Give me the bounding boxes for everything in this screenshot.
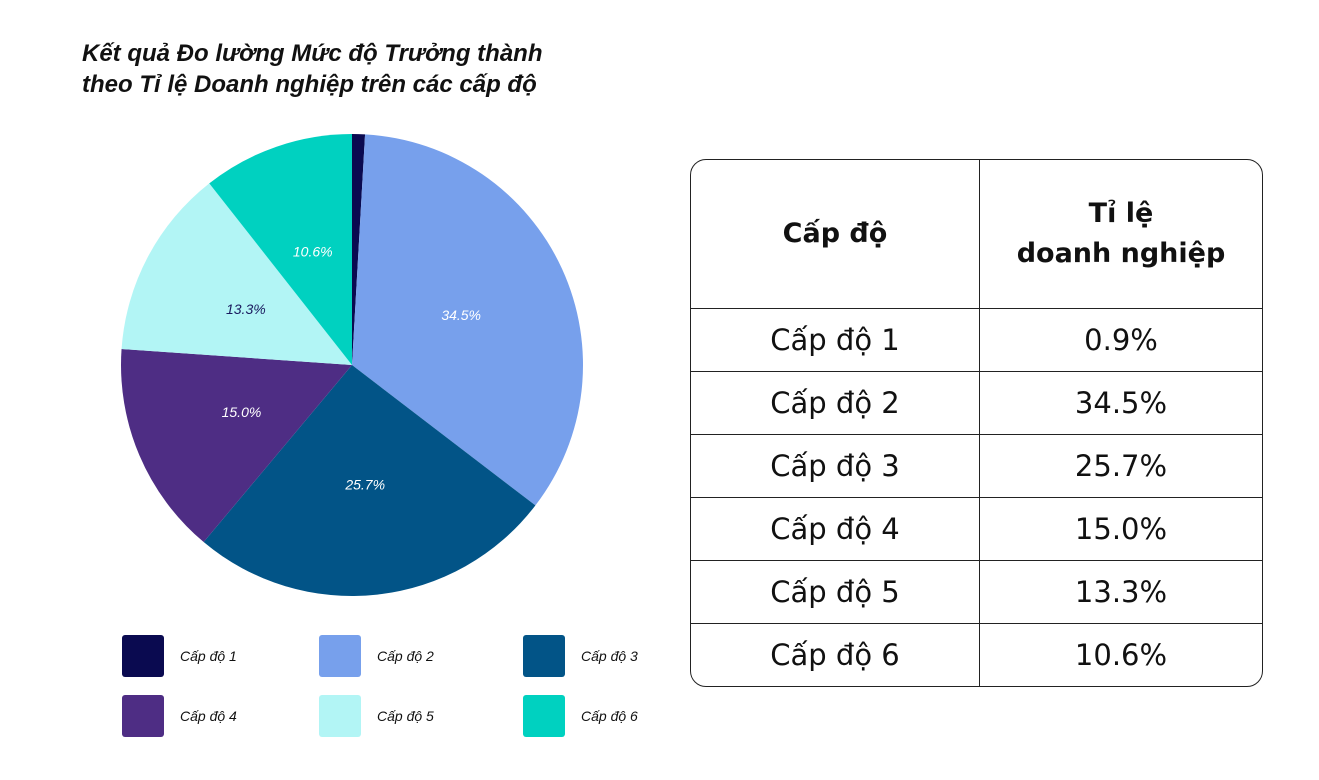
cell-ratio: 25.7% bbox=[980, 435, 1262, 498]
legend-swatch bbox=[319, 635, 361, 677]
legend-item-1: Cấp độ 1 bbox=[122, 635, 237, 677]
legend-item-6: Cấp độ 6 bbox=[523, 695, 638, 737]
pie-slice-4 bbox=[121, 349, 352, 543]
table-row: Cấp độ 4 15.0% bbox=[691, 498, 1262, 561]
table-header-row: Cấp độ Tỉ lệ doanh nghiệp bbox=[691, 160, 1262, 309]
cell-level: Cấp độ 1 bbox=[691, 309, 980, 372]
legend-label: Cấp độ 3 bbox=[581, 648, 638, 664]
data-label-5: 13.3% bbox=[226, 301, 266, 317]
legend-label: Cấp độ 1 bbox=[180, 648, 237, 664]
legend-swatch bbox=[523, 695, 565, 737]
pie-slice-6 bbox=[209, 134, 352, 365]
table-row: Cấp độ 2 34.5% bbox=[691, 372, 1262, 435]
cell-level: Cấp độ 3 bbox=[691, 435, 980, 498]
pie-slice-2 bbox=[352, 134, 584, 506]
title-line-2: theo Tỉ lệ Doanh nghiệp trên các cấp độ bbox=[82, 71, 537, 98]
legend-swatch bbox=[523, 635, 565, 677]
cell-level: Cấp độ 2 bbox=[691, 372, 980, 435]
cell-level: Cấp độ 5 bbox=[691, 561, 980, 624]
table-row: Cấp độ 3 25.7% bbox=[691, 435, 1262, 498]
pie-chart: 34.5% 25.7% 15.0% 13.3% 10.6% bbox=[121, 134, 584, 596]
header-ratio: Tỉ lệ doanh nghiệp bbox=[980, 160, 1262, 309]
data-label-3: 25.7% bbox=[344, 476, 385, 492]
legend-item-3: Cấp độ 3 bbox=[523, 635, 638, 677]
legend-item-5: Cấp độ 5 bbox=[319, 695, 434, 737]
legend-swatch bbox=[122, 695, 164, 737]
cell-ratio: 10.6% bbox=[1074, 638, 1168, 672]
legend-label: Cấp độ 2 bbox=[377, 648, 434, 664]
header-ratio-line2: doanh nghiệp bbox=[1016, 238, 1226, 269]
cell-ratio: 0.9% bbox=[980, 309, 1262, 372]
legend-item-2: Cấp độ 2 bbox=[319, 635, 434, 677]
cell-ratio: 13.3% bbox=[980, 561, 1262, 624]
title-line-1: Kết quả Đo lường Mức độ Trưởng thành bbox=[82, 40, 543, 67]
data-label-4: 15.0% bbox=[222, 404, 262, 420]
data-table: Cấp độ Tỉ lệ doanh nghiệp Cấp độ 1 0.9% Cấ… bbox=[690, 159, 1263, 687]
chart-title: Kết quả Đo lường Mức độ Trưởng thành the… bbox=[82, 38, 543, 100]
table-row: Cấp độ 5 13.3% bbox=[691, 561, 1262, 624]
cell-level: Cấp độ 4 bbox=[691, 498, 980, 561]
legend-label: Cấp độ 6 bbox=[581, 708, 638, 724]
cell-ratio: 34.5% bbox=[980, 372, 1262, 435]
legend-item-4: Cấp độ 4 bbox=[122, 695, 237, 737]
table-row: Cấp độ 1 0.9% bbox=[691, 309, 1262, 372]
legend-swatch bbox=[122, 635, 164, 677]
cell-ratio: 15.0% bbox=[980, 498, 1262, 561]
cell-level: Cấp độ 6 bbox=[691, 624, 980, 686]
legend-swatch bbox=[319, 695, 361, 737]
data-label-6: 10.6% bbox=[293, 243, 333, 259]
header-ratio-line1: Tỉ lệ bbox=[1088, 198, 1154, 229]
table-row: Cấp độ 6 10.6% bbox=[691, 624, 1262, 686]
pie-slice-5 bbox=[121, 183, 352, 365]
legend-label: Cấp độ 4 bbox=[180, 708, 237, 724]
legend-label: Cấp độ 5 bbox=[377, 708, 434, 724]
pie-slice-3 bbox=[203, 365, 536, 596]
header-level: Cấp độ bbox=[691, 160, 980, 309]
pie-slice-1 bbox=[352, 134, 366, 365]
data-label-2: 34.5% bbox=[441, 307, 481, 323]
